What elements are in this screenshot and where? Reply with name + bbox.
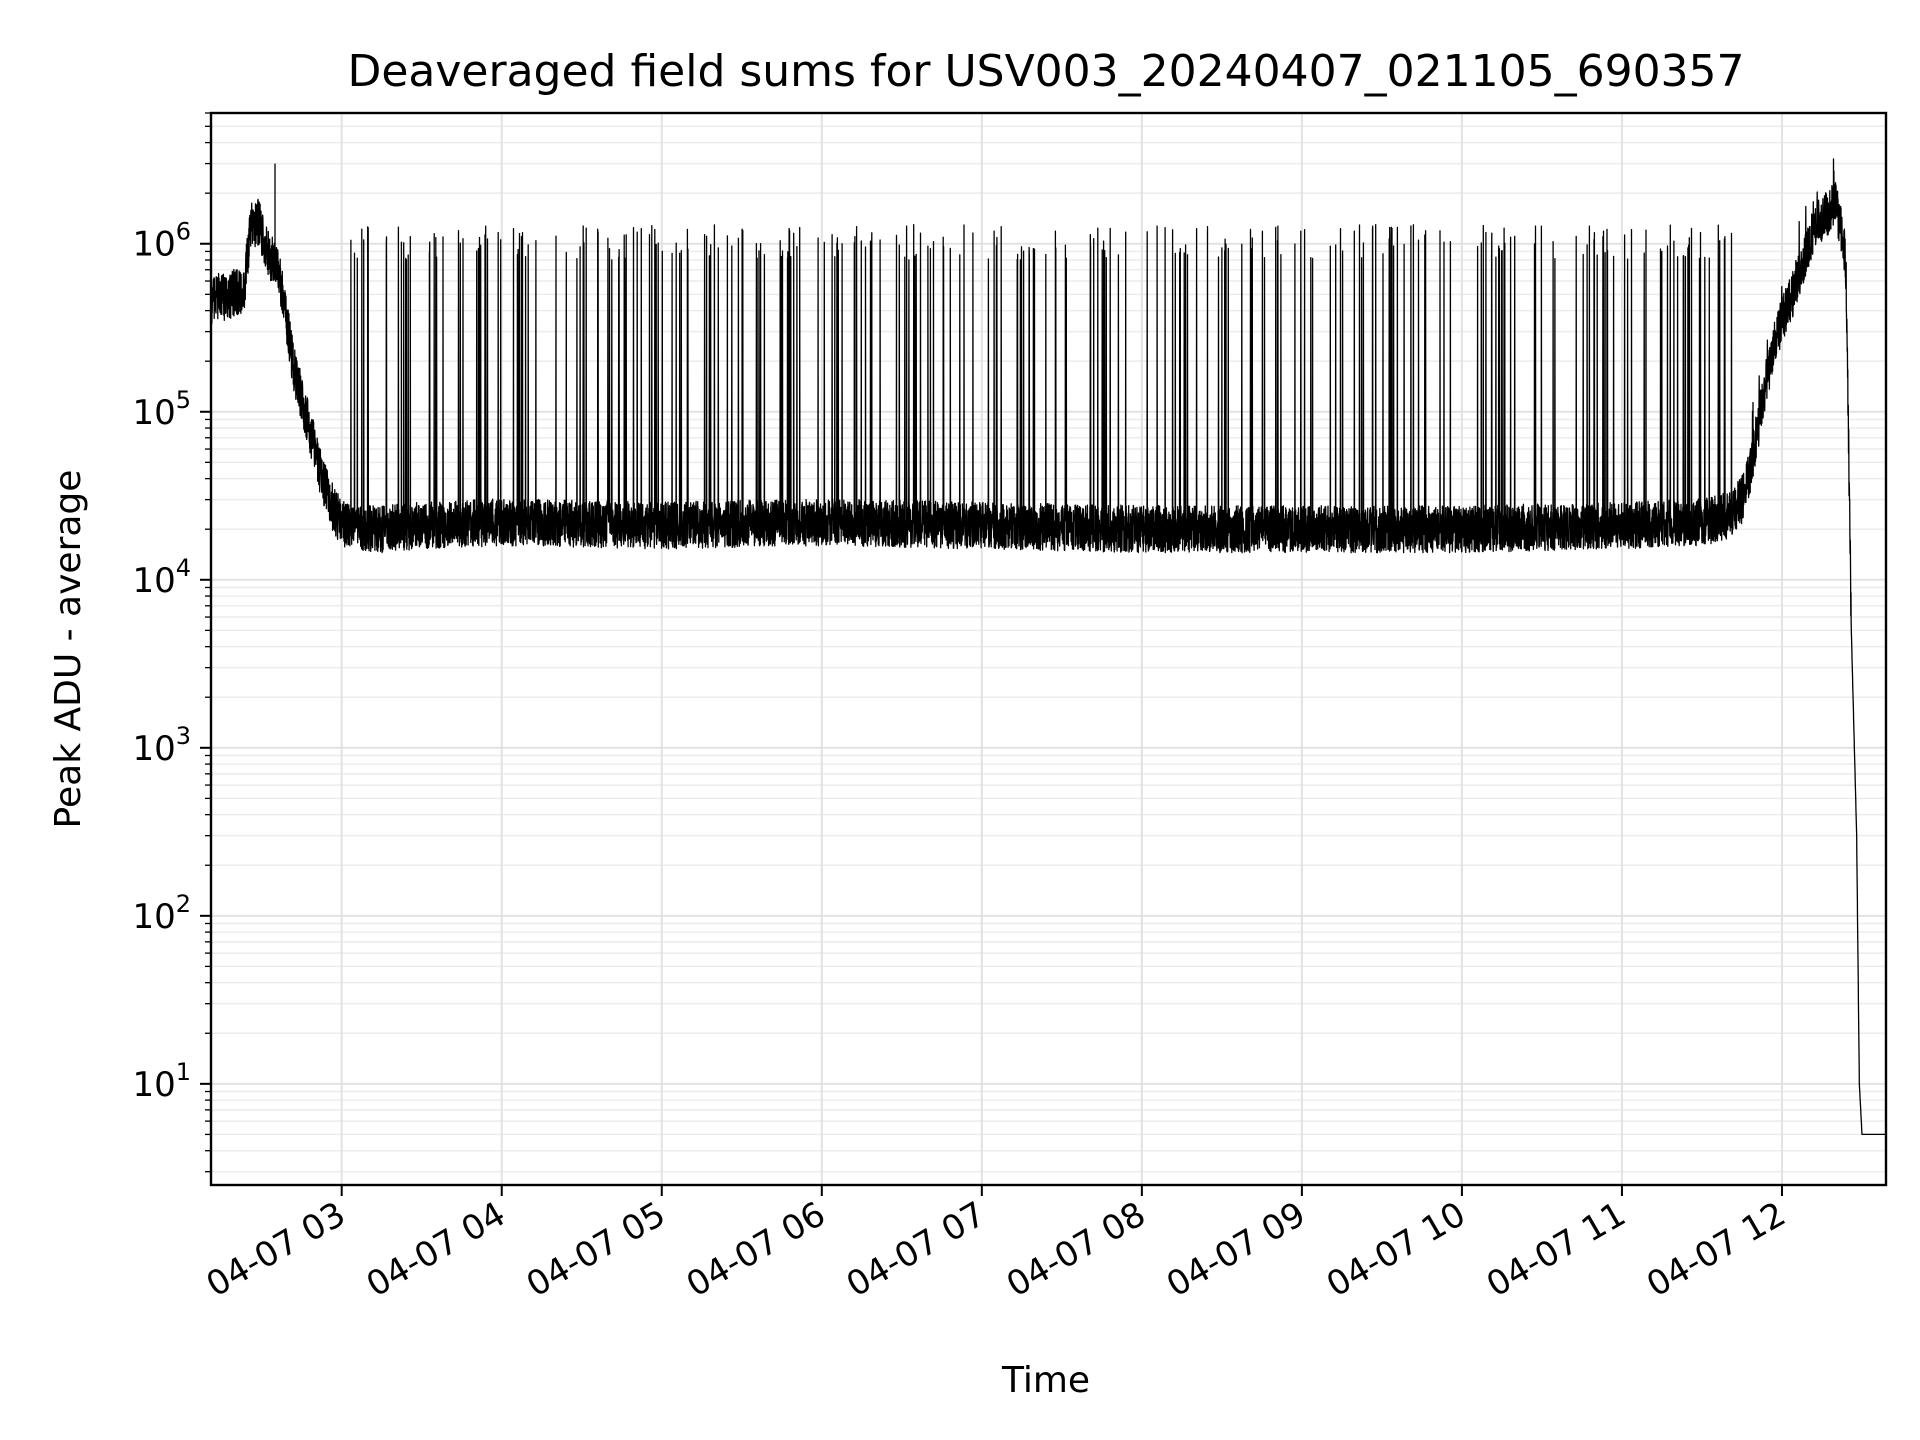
y-tick-label: 102 — [132, 890, 191, 937]
x-tick-label: 04-07 12 — [1640, 1194, 1792, 1305]
x-axis: 04-07 03 04-07 04 04-07 05 04-07 06 04-07 07… — [200, 1185, 1792, 1305]
y-tick-label: 105 — [132, 386, 191, 433]
x-tick-label: 04-07 06 — [680, 1194, 832, 1305]
x-tick-label: 04-07 09 — [1160, 1194, 1312, 1305]
x-tick-label: 04-07 07 — [840, 1194, 992, 1305]
y-axis: 101 102 103 104 105 106 — [132, 112, 211, 1173]
chart-title: Deaveraged field sums for USV003_2024040… — [347, 46, 1744, 97]
y-tick-label: 103 — [132, 722, 191, 769]
y-tick-label: 104 — [132, 554, 191, 601]
series-layer — [211, 158, 1886, 1136]
x-tick-label: 04-07 03 — [200, 1194, 352, 1305]
x-tick-label: 04-07 10 — [1320, 1194, 1472, 1305]
plot-frame — [209, 111, 1888, 1187]
y-tick-label: 106 — [132, 218, 191, 265]
y-axis-label: Peak ADU - average — [48, 470, 89, 829]
y-tick-label: 101 — [132, 1058, 191, 1105]
x-tick-label: 04-07 04 — [360, 1194, 512, 1305]
x-axis-label: Time — [1001, 1360, 1090, 1401]
series-line — [211, 158, 1886, 1136]
x-tick-label: 04-07 08 — [1000, 1194, 1152, 1305]
grid-lines — [211, 112, 1886, 1185]
x-tick-label: 04-07 11 — [1480, 1194, 1632, 1305]
x-tick-label: 04-07 05 — [520, 1194, 672, 1305]
